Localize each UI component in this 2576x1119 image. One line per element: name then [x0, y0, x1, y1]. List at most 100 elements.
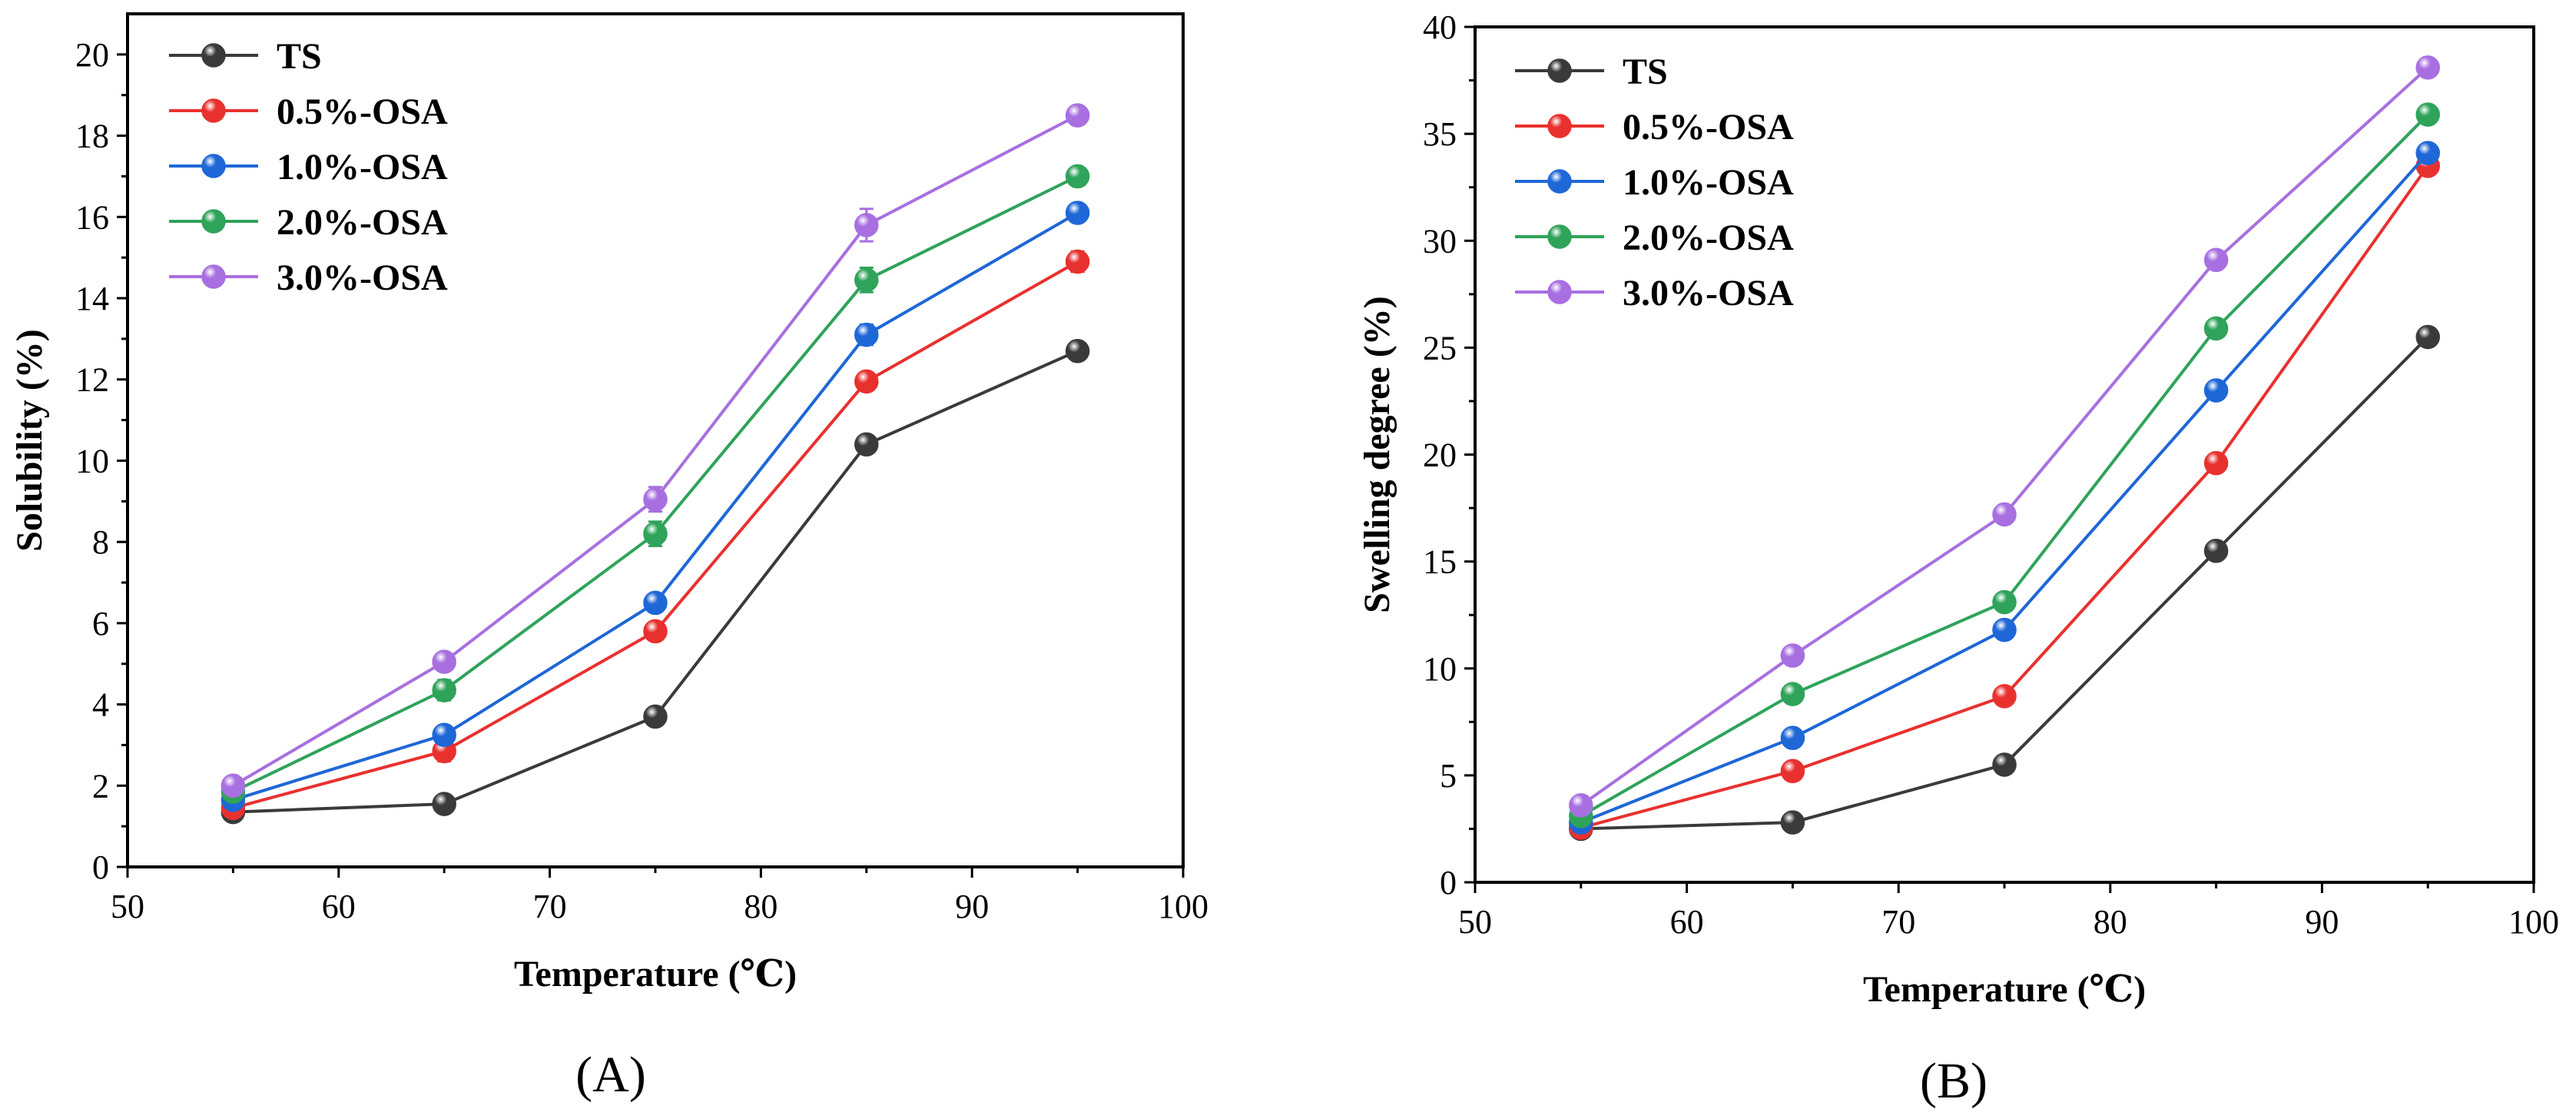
data-point [643, 521, 668, 546]
data-point [1992, 617, 2017, 643]
data-point [2203, 247, 2229, 273]
x-tick-label: 70 [1881, 903, 1915, 941]
data-point [1065, 164, 1090, 189]
legend-marker-1-0-osa [1547, 169, 1572, 194]
y-tick-label: 15 [1423, 543, 1457, 581]
y-tick-label: 30 [1423, 222, 1457, 260]
y-tick-label: 8 [92, 523, 109, 561]
data-point [2415, 55, 2440, 80]
x-tick-label: 70 [533, 888, 567, 925]
x-tick-label: 100 [2508, 903, 2559, 941]
data-point [432, 649, 456, 674]
y-tick-label: 10 [75, 442, 109, 480]
legend-marker-3-0-osa [201, 264, 226, 289]
data-point [854, 322, 879, 347]
data-point [220, 773, 246, 799]
chart-panel-a: 50 60 70 80 90 100 0 2 4 6 8 10 12 14 16 18 20 Temperatur… [9, 12, 1208, 1103]
y-tick-label: 18 [75, 118, 109, 155]
x-tick-label: 50 [1458, 903, 1492, 941]
y-axis-title: Swelling degree (%) [1357, 296, 1397, 613]
legend-marker-2-0-osa [201, 209, 226, 234]
data-point [1992, 502, 2017, 527]
data-point [2203, 316, 2229, 341]
y-tick-label: 25 [1423, 329, 1457, 367]
panel-label: (B) [1920, 1053, 1988, 1109]
legend-label-3-0-osa: 3.0%-OSA [1623, 273, 1794, 314]
panel-label: (A) [575, 1047, 646, 1103]
data-point [432, 678, 456, 702]
data-point [2415, 141, 2440, 165]
data-point [2203, 538, 2229, 563]
y-tick-label: 40 [1423, 8, 1457, 46]
legend-label-3-0-osa: 3.0%-OSA [277, 257, 448, 298]
data-point [1780, 759, 1805, 784]
series-ts [1569, 324, 2440, 842]
x-axis-title: Temperature (℃) [1863, 969, 2146, 1010]
y-tick-label: 2 [92, 767, 109, 805]
series-0-5-osa [1569, 154, 2440, 840]
y-tick-label: 12 [75, 361, 109, 399]
data-point [643, 486, 668, 512]
data-point [1992, 589, 2017, 615]
data-point [1065, 249, 1090, 274]
series-3-0-osa [1569, 55, 2440, 818]
data-point [1780, 726, 1805, 750]
y-tick-label: 0 [1440, 864, 1457, 902]
data-point [643, 619, 668, 644]
y-tick-label: 10 [1423, 650, 1457, 688]
series-2-0-osa [1569, 102, 2440, 828]
data-point [432, 792, 456, 816]
legend-marker-ts [1547, 58, 1572, 83]
x-tick-label: 80 [2094, 903, 2127, 941]
series-line-ts [233, 349, 1079, 814]
chart-panel-b: 50 60 70 80 90 100 0 5 10 15 20 25 30 35 40 Temperature… [1357, 8, 2559, 1109]
data-point [1569, 793, 1593, 818]
y-tick-label: 16 [75, 198, 109, 236]
series-1-0-osa [220, 201, 1090, 812]
y-tick-label: 20 [1423, 437, 1457, 474]
y-tick-label: 14 [75, 280, 109, 317]
legend-label-ts: TS [1623, 51, 1668, 92]
data-point [1065, 103, 1090, 128]
y-tick-label: 5 [1440, 757, 1457, 795]
legend-label-0-5-osa: 0.5%-OSA [277, 91, 448, 132]
x-tick-label: 100 [1158, 888, 1208, 925]
legend-label-1-0-osa: 1.0%-OSA [1623, 162, 1794, 203]
data-point [643, 704, 668, 729]
data-point [432, 722, 456, 747]
y-tick-label: 35 [1423, 115, 1457, 153]
legend-marker-2-0-osa [1547, 224, 1572, 249]
data-point [1992, 752, 2017, 777]
x-tick-label: 80 [744, 888, 777, 925]
data-point [2415, 102, 2440, 127]
x-tick-label: 60 [1670, 903, 1704, 941]
series-ts [220, 338, 1090, 825]
legend-label-0-5-osa: 0.5%-OSA [1623, 107, 1794, 148]
legend-label-ts: TS [277, 36, 322, 77]
series-1-0-osa [1569, 141, 2440, 835]
series-3-0-osa [220, 103, 1090, 799]
data-point [854, 213, 879, 237]
data-point [1780, 810, 1805, 835]
data-point [1780, 643, 1805, 668]
y-tick-label: 4 [92, 686, 109, 724]
x-tick-label: 60 [322, 888, 356, 925]
legend-marker-0-5-osa [201, 98, 226, 123]
y-tick-label: 20 [75, 36, 109, 74]
data-point [854, 432, 879, 457]
legend: TS 0.5%-OSA 1.0%-OSA 2.0%-OSA 3.0%-OSA [169, 36, 448, 298]
legend-marker-0-5-osa [1547, 114, 1572, 138]
series-line-0-5-osa [1580, 164, 2429, 829]
data-point [1780, 682, 1805, 706]
legend-marker-1-0-osa [201, 154, 226, 178]
legend-label-1-0-osa: 1.0%-OSA [277, 147, 448, 188]
data-point [643, 590, 668, 616]
data-point [2415, 324, 2440, 350]
data-point [1065, 201, 1090, 225]
legend: TS 0.5%-OSA 1.0%-OSA 2.0%-OSA 3.0%-OSA [1515, 51, 1794, 314]
data-point [854, 267, 879, 292]
legend-label-2-0-osa: 2.0%-OSA [277, 202, 448, 243]
legend-marker-3-0-osa [1547, 280, 1572, 304]
data-point [1065, 338, 1090, 364]
